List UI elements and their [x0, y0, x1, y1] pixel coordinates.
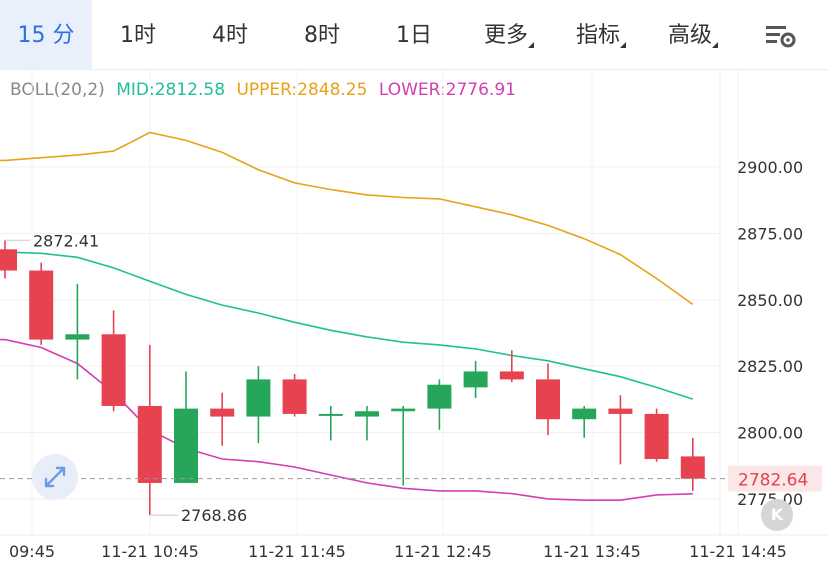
candle-body: [644, 413, 669, 460]
low-annotation: 2768.86: [181, 506, 247, 525]
expand-arrows-icon: [44, 466, 66, 488]
tab-4[interactable]: 1日: [396, 23, 432, 48]
tab-2[interactable]: 4时: [212, 23, 248, 48]
x-tick-label: 11-21 10:45: [101, 542, 199, 561]
current-price-tag: [728, 465, 822, 492]
candle-body: [246, 379, 271, 417]
x-tick-label: 11-21 13:45: [543, 542, 641, 561]
boll-line-lower: [0, 338, 693, 502]
timeframe-tabs: 15 分 1时 4时 8时 1日 更多 指标 高级: [0, 0, 829, 70]
tab-7[interactable]: 高级: [667, 23, 712, 48]
candle-body: [65, 334, 90, 340]
zoom-button[interactable]: [32, 454, 78, 500]
x-tick-label: 09:45: [9, 542, 55, 561]
candle-body: [499, 371, 524, 380]
candle-body: [427, 384, 452, 409]
y-tick-label: 2850.00: [737, 291, 803, 310]
boll-lower: LOWER:2776.91: [378, 80, 516, 100]
boll-name: BOLL(20,2): [10, 80, 105, 100]
y-tick-label: 2800.00: [737, 424, 803, 443]
boll-line-upper: [0, 131, 694, 306]
candle-body: [101, 334, 126, 406]
candle-body: [680, 456, 705, 479]
candle-body: [391, 408, 416, 412]
candle-body: [282, 379, 307, 414]
boll-upper: UPPER:2848.25: [236, 80, 368, 100]
x-tick-label: 11-21 14:45: [689, 542, 787, 561]
candle-body: [318, 413, 343, 416]
candle-body: [355, 411, 379, 417]
tab-5[interactable]: 更多: [483, 23, 528, 48]
tab-3[interactable]: 8时: [304, 23, 340, 48]
current-price-label: 2782.64: [738, 471, 808, 491]
x-tick-label: 11-21 11:45: [248, 542, 346, 561]
high-annotation: 2872.41: [33, 231, 99, 250]
candle-body: [572, 408, 597, 420]
candle-body: [536, 379, 560, 420]
candle-body: [29, 270, 54, 340]
candle-body: [0, 249, 17, 271]
k-line-button[interactable]: K: [761, 499, 793, 531]
candle-body: [137, 405, 162, 483]
tab-6[interactable]: 指标: [575, 23, 620, 48]
chart-settings-icon[interactable]: [764, 22, 798, 50]
y-tick-label: 2825.00: [737, 357, 803, 376]
x-tick-label: 11-21 12:45: [394, 542, 492, 561]
y-tick-label: 2900.00: [737, 158, 803, 177]
chevron-down-icon: [712, 42, 718, 48]
boll-indicator-legend: BOLL(20,2) MID:2812.58 UPPER:2848.25 LOW…: [10, 80, 522, 100]
chevron-down-icon: [620, 42, 626, 48]
tab-1[interactable]: 1时: [120, 23, 156, 48]
boll-mid: MID:2812.58: [116, 80, 226, 100]
candle-body: [174, 408, 198, 483]
chevron-down-icon: [528, 42, 534, 48]
candle-body: [463, 371, 488, 388]
boll-line-mid: [0, 251, 694, 400]
tab-0[interactable]: 15 分: [0, 0, 92, 70]
y-tick-label: 2875.00: [737, 224, 803, 243]
k-line-icon: K: [770, 505, 784, 524]
candle-body: [608, 408, 633, 414]
candle-body: [210, 408, 235, 417]
